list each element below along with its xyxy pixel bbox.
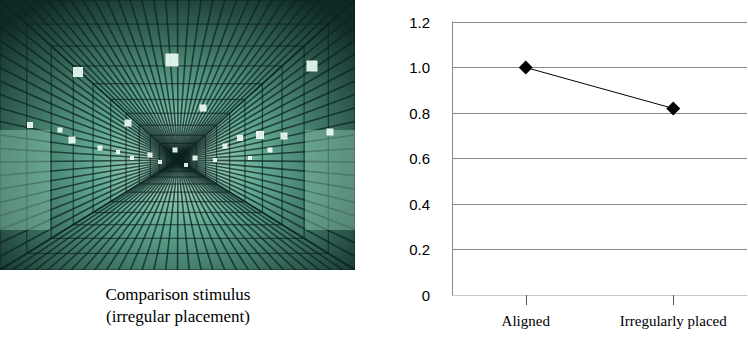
svg-text:0.8: 0.8 [409, 105, 430, 122]
html-text:(irregular placement): (irregular placement) [106, 307, 250, 326]
html-text:Comparison stimulus: Comparison stimulus [105, 285, 251, 304]
svg-text:0: 0 [422, 287, 430, 304]
svg-text:0.2: 0.2 [409, 241, 430, 258]
svg-text:0.4: 0.4 [409, 196, 430, 213]
svg-text:1.0: 1.0 [409, 59, 430, 76]
svg-text:Irregularly placed: Irregularly placed [620, 313, 728, 329]
svg-text:0.6: 0.6 [409, 150, 430, 167]
svg-text:1.2: 1.2 [409, 14, 430, 31]
svg-text:Aligned: Aligned [502, 313, 551, 329]
